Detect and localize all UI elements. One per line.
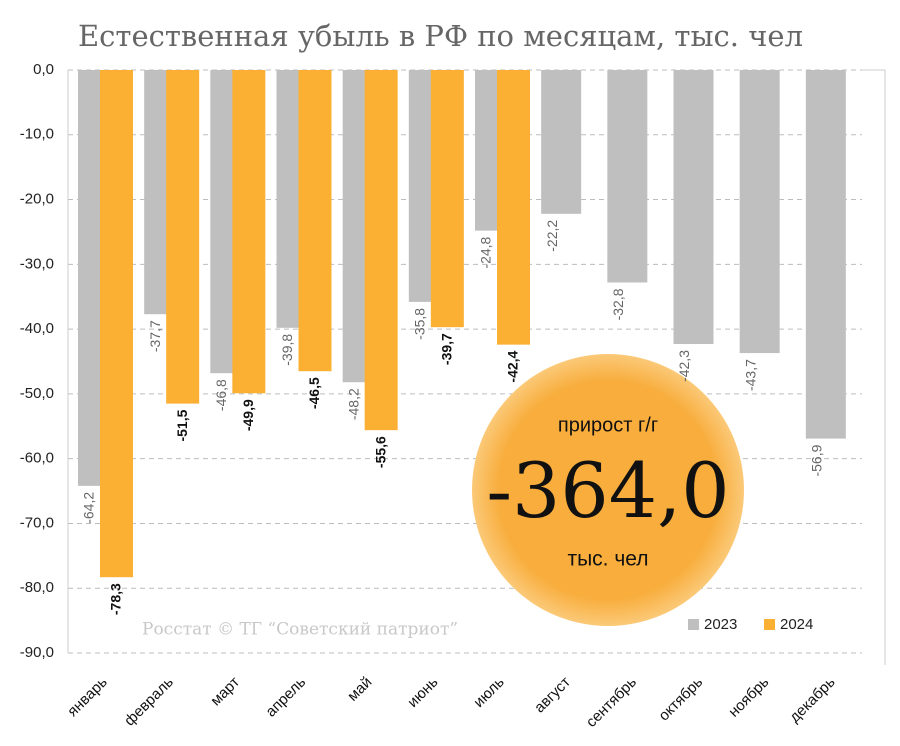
annotation-circle	[472, 354, 744, 626]
bar	[541, 70, 582, 214]
value-label: -51,5	[174, 409, 190, 441]
value-label: -42,3	[676, 350, 692, 382]
frame	[862, 69, 886, 665]
x-tick-label: июль	[470, 673, 508, 711]
x-tick-label: февраль	[121, 673, 177, 729]
value-label: -56,9	[809, 444, 825, 476]
x-tick-label: октябрь	[655, 673, 706, 724]
x-tick-label: ноябрь	[725, 673, 772, 720]
value-label: -42,4	[505, 350, 521, 382]
x-tick-label: январь	[64, 673, 111, 720]
legend-label: 2023	[704, 616, 737, 633]
value-label: -39,8	[279, 334, 295, 366]
y-tick-label: -80,0	[20, 579, 54, 596]
value-label: -46,5	[306, 377, 322, 409]
bar	[607, 70, 648, 283]
x-tick-label: июнь	[404, 673, 441, 710]
y-tick-label: -40,0	[20, 320, 54, 337]
chart-title: Естественная убыль в РФ по месяцам, тыс.…	[78, 19, 803, 53]
x-tick-label: апрель	[262, 673, 309, 720]
value-label: -24,8	[478, 236, 494, 268]
legend-swatch	[688, 619, 699, 630]
value-label: -22,2	[544, 220, 560, 252]
bar	[100, 70, 133, 578]
value-label: -39,7	[439, 333, 455, 365]
y-tick-label: -20,0	[20, 191, 54, 208]
bar	[166, 70, 200, 404]
x-tick-label: март	[207, 674, 243, 710]
bar	[364, 70, 398, 431]
source: Росстат © ТГ “Советский патриот”	[142, 620, 458, 640]
y-tick-label: 0,0	[33, 61, 54, 78]
y-tick-label: -90,0	[20, 644, 54, 661]
bar	[232, 70, 266, 394]
x-tick-label: май	[344, 674, 375, 705]
value-label: -37,7	[147, 320, 163, 352]
bar	[739, 70, 780, 354]
y-tick-label: -10,0	[20, 126, 54, 143]
bar	[497, 70, 530, 345]
value-label: -46,8	[213, 379, 229, 411]
annotation-unit: тыс. чел	[567, 548, 648, 571]
value-label: -48,2	[345, 388, 361, 420]
value-label: -32,8	[610, 288, 626, 320]
y-tick-label: -50,0	[20, 385, 54, 402]
value-label: -43,7	[742, 359, 758, 391]
value-label: -78,3	[108, 583, 124, 615]
annotation-value: -364,0	[486, 446, 729, 535]
legend-label: 2024	[780, 616, 813, 633]
x-tick-label: декабрь	[786, 673, 839, 726]
bar	[805, 70, 846, 439]
legend-swatch	[764, 619, 775, 630]
bar	[298, 70, 332, 372]
x-tick-label: август	[531, 674, 574, 717]
bar	[673, 70, 714, 345]
y-tick-label: -60,0	[20, 450, 54, 467]
value-label: -49,9	[240, 399, 256, 431]
y-tick-label: -70,0	[20, 514, 54, 531]
x-tick-label: сентябрь	[583, 673, 640, 730]
bar	[430, 70, 464, 328]
value-label: -35,8	[412, 308, 428, 340]
y-tick-label: -30,0	[20, 255, 54, 272]
annotation-text: прирост г/г	[558, 414, 658, 436]
value-label: -64,2	[81, 492, 97, 524]
value-label: -55,6	[372, 436, 388, 468]
